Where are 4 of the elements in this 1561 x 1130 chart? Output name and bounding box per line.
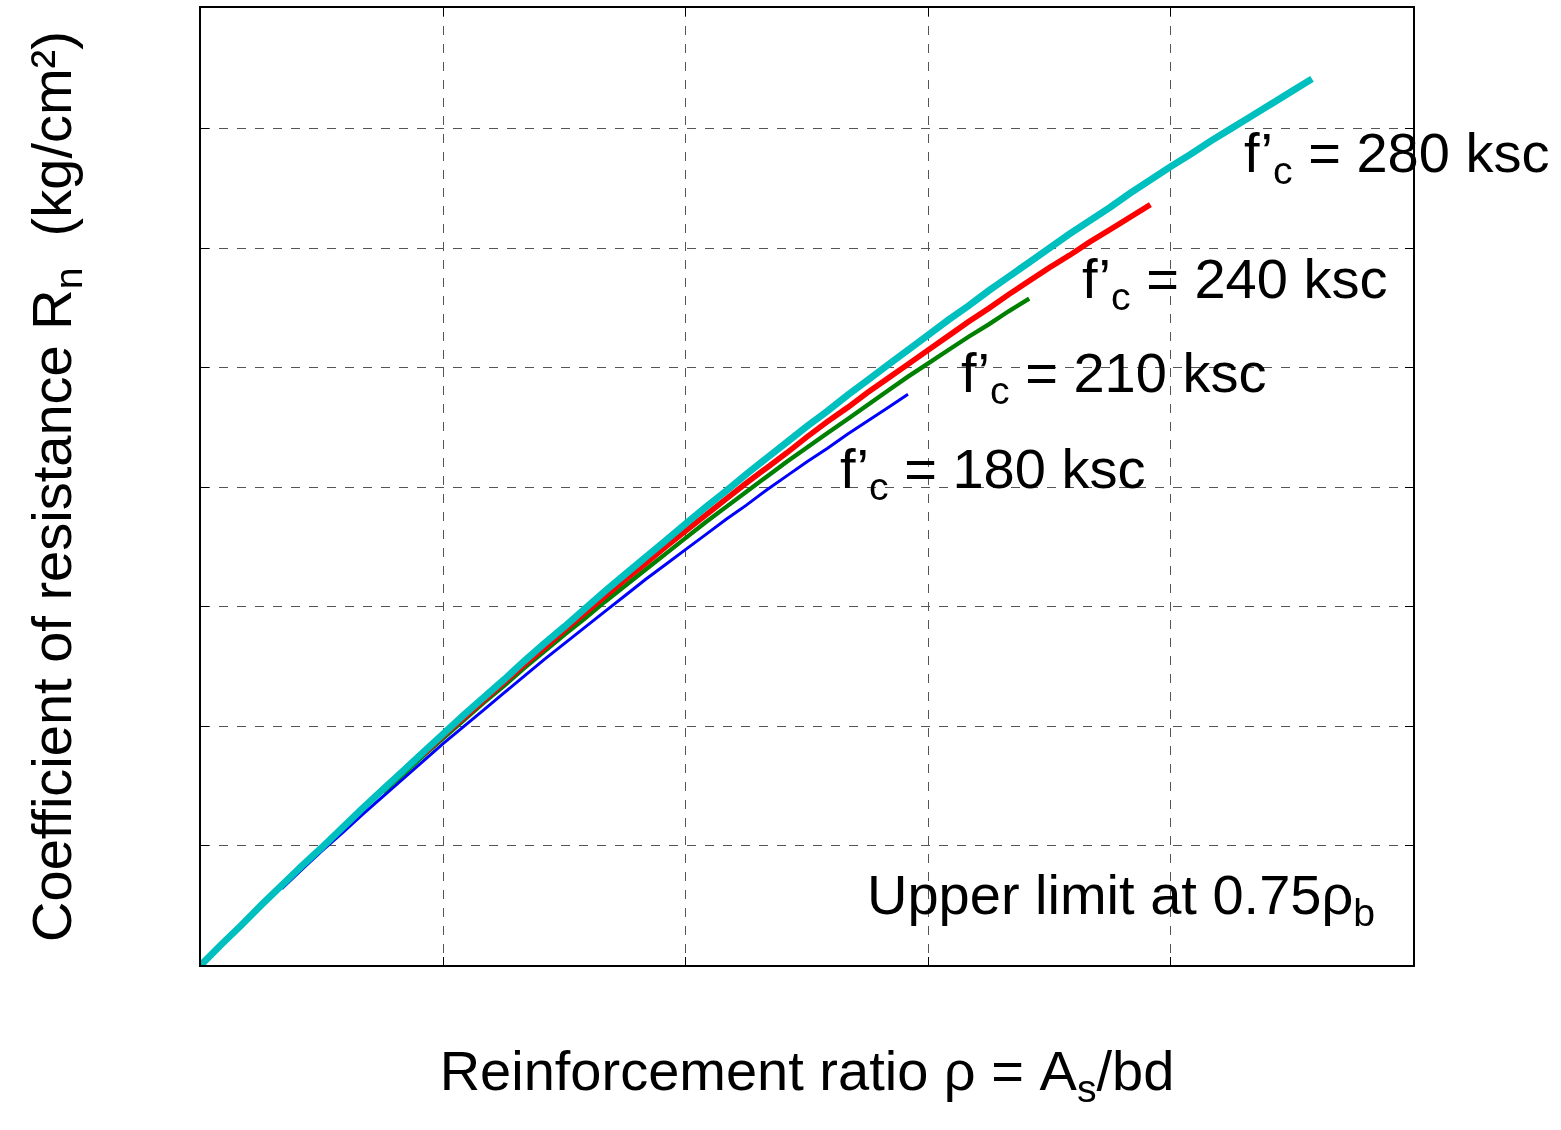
x-axis-title: Reinforcement ratio ρ = A$_{s}$/bd: [439, 1038, 1175, 1110]
annotation: Upper limit at 0.75ρ$_{b}$: [867, 863, 1376, 934]
series-label: f’$_{c}$ = 180 ksc: [840, 437, 1146, 508]
series-label: f’$_{c}$ = 240 ksc: [1082, 247, 1388, 318]
